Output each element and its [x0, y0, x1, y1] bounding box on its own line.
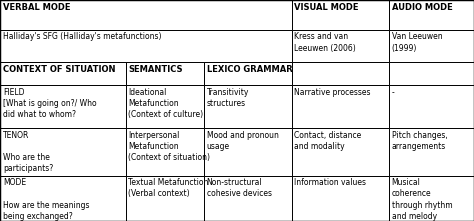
Bar — [0, 0, 292, 30]
Bar — [389, 85, 474, 128]
Bar — [292, 128, 389, 176]
Bar — [0, 62, 126, 85]
Bar — [389, 30, 474, 62]
Text: AUDIO MODE: AUDIO MODE — [392, 3, 452, 12]
Bar — [126, 128, 204, 176]
Bar — [0, 85, 126, 128]
Bar — [204, 128, 292, 176]
Text: LEXICO GRAMMAR: LEXICO GRAMMAR — [207, 65, 292, 74]
Bar — [389, 176, 474, 221]
Bar — [204, 62, 292, 85]
Text: Transitivity
structures: Transitivity structures — [207, 88, 249, 108]
Text: Mood and pronoun
usage: Mood and pronoun usage — [207, 131, 279, 151]
Bar — [204, 176, 292, 221]
Text: Pitch changes,
arrangements: Pitch changes, arrangements — [392, 131, 447, 151]
Text: Van Leeuwen
(1999): Van Leeuwen (1999) — [392, 32, 442, 53]
Bar — [389, 0, 474, 30]
Bar — [292, 0, 389, 30]
Text: Halliday's SFG (Halliday's metafunctions): Halliday's SFG (Halliday's metafunctions… — [3, 32, 161, 42]
Text: Textual Metafunction
(Verbal context): Textual Metafunction (Verbal context) — [128, 178, 209, 198]
Text: Kress and van
Leeuwen (2006): Kress and van Leeuwen (2006) — [294, 32, 356, 53]
Text: FIELD
[What is going on?/ Who
did what to whom?: FIELD [What is going on?/ Who did what t… — [3, 88, 97, 119]
Bar — [0, 128, 126, 176]
Text: TENOR

Who are the
participants?: TENOR Who are the participants? — [3, 131, 53, 173]
Bar — [204, 85, 292, 128]
Bar — [0, 176, 126, 221]
Bar — [389, 128, 474, 176]
Bar — [292, 176, 389, 221]
Bar — [292, 62, 389, 85]
Bar — [126, 85, 204, 128]
Text: Contact, distance
and modality: Contact, distance and modality — [294, 131, 362, 151]
Text: Non-structural
cohesive devices: Non-structural cohesive devices — [207, 178, 272, 198]
Text: CONTEXT OF SITUATION: CONTEXT OF SITUATION — [3, 65, 115, 74]
Text: Narrative processes: Narrative processes — [294, 88, 371, 97]
Text: MODE

How are the meanings
being exchanged?: MODE How are the meanings being exchange… — [3, 178, 89, 221]
Bar — [389, 62, 474, 85]
Bar — [292, 85, 389, 128]
Bar — [126, 62, 204, 85]
Bar — [126, 176, 204, 221]
Text: VERBAL MODE: VERBAL MODE — [3, 3, 70, 12]
Bar — [292, 30, 389, 62]
Text: SEMANTICS: SEMANTICS — [128, 65, 183, 74]
Text: Information values: Information values — [294, 178, 366, 187]
Bar — [0, 30, 292, 62]
Text: Ideational
Metafunction
(Context of culture): Ideational Metafunction (Context of cult… — [128, 88, 203, 119]
Text: VISUAL MODE: VISUAL MODE — [294, 3, 359, 12]
Text: Musical
coherence
through rhythm
and melody: Musical coherence through rhythm and mel… — [392, 178, 452, 221]
Text: Interpersonal
Metafunction
(Context of situation): Interpersonal Metafunction (Context of s… — [128, 131, 210, 162]
Text: -: - — [392, 88, 394, 97]
